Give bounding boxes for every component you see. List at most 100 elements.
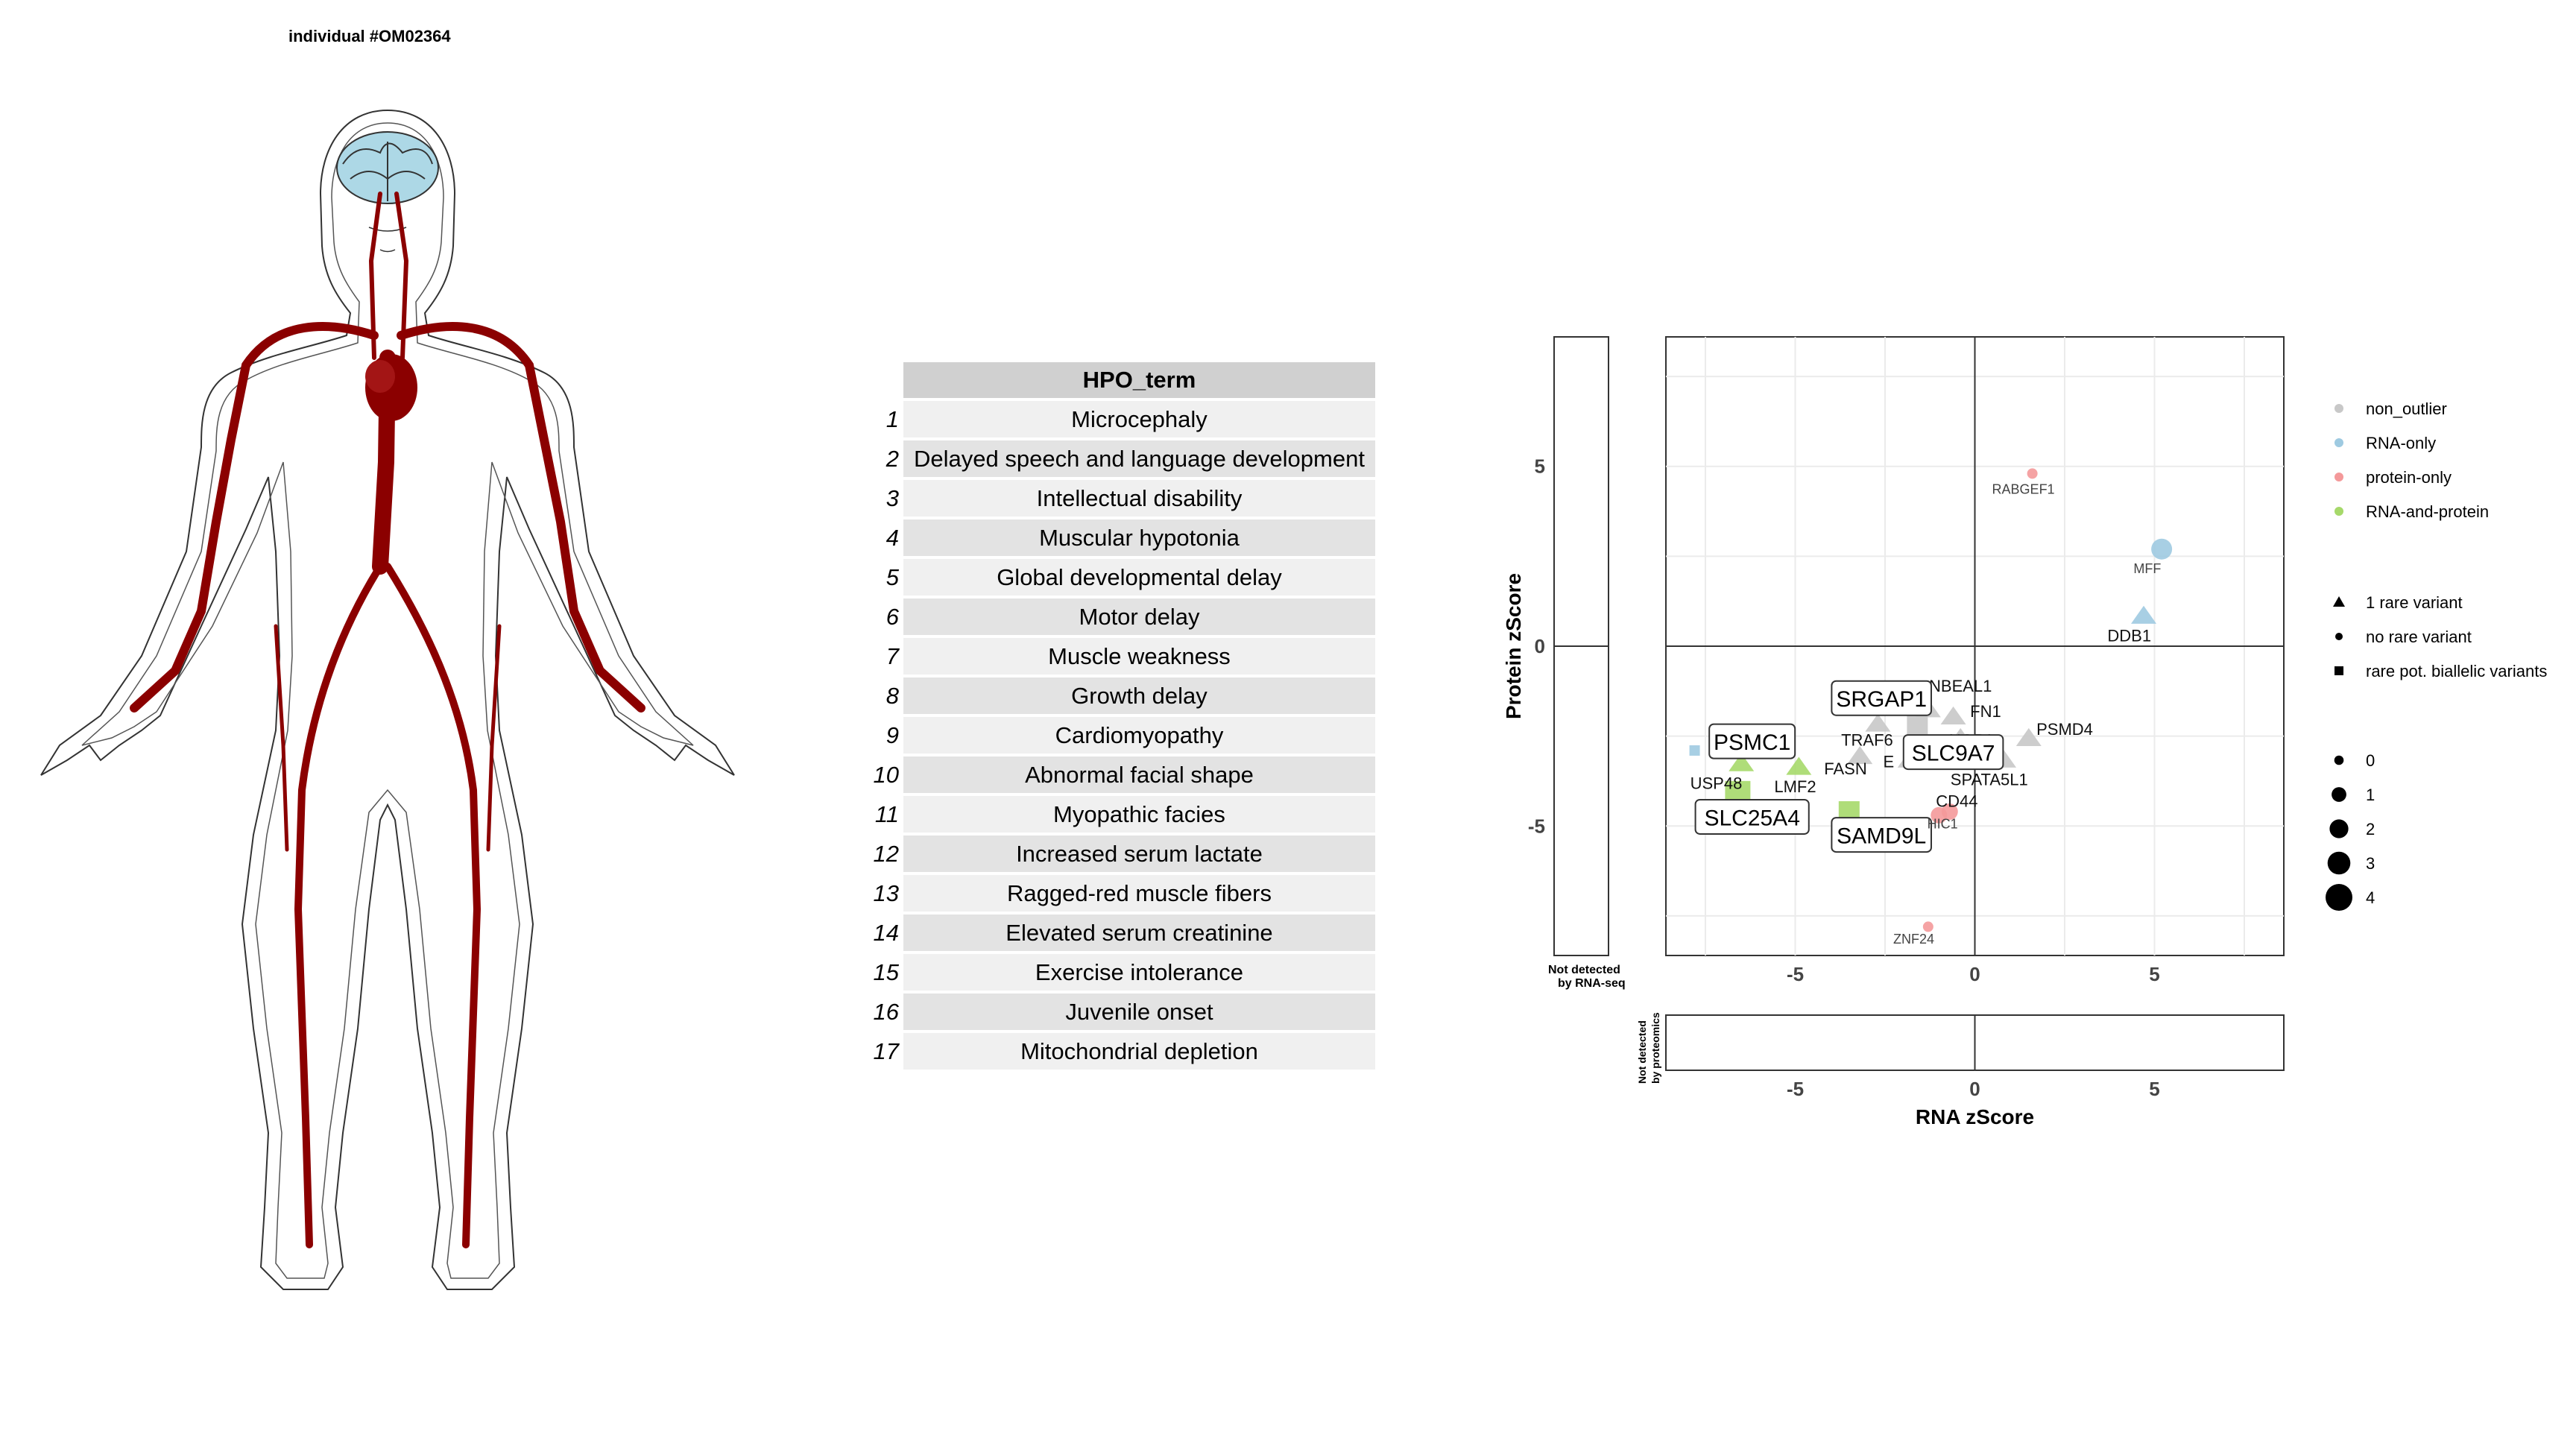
table-row: 15 Exercise intolerance bbox=[872, 954, 1375, 991]
row-number: 13 bbox=[872, 875, 903, 912]
hpo-term: Abnormal facial shape bbox=[903, 756, 1375, 793]
gene-label-spata5l1: SPATA5L1 bbox=[1951, 771, 2028, 789]
gene-label-usp48: USP48 bbox=[1690, 774, 1743, 792]
hpo-term: Ragged-red muscle fibers bbox=[903, 875, 1375, 912]
gene-label-lmf2: LMF2 bbox=[1774, 777, 1816, 796]
hpo-term: Microcephaly bbox=[903, 401, 1375, 437]
row-number: 1 bbox=[872, 401, 903, 437]
data-point-ddb1 bbox=[2131, 605, 2157, 624]
hpo-term: Juvenile onset bbox=[903, 994, 1375, 1030]
legend-category-label: non_outlier bbox=[2366, 399, 2447, 418]
hpo-term: Elevated serum creatinine bbox=[903, 914, 1375, 951]
data-point-srgap1 bbox=[1907, 715, 1928, 736]
legend-shape-circle bbox=[2335, 633, 2343, 640]
data-point-psmd4 bbox=[2015, 727, 2042, 746]
row-number: 8 bbox=[872, 677, 903, 714]
table-row: 11 Myopathic facies bbox=[872, 796, 1375, 833]
hpo-term: Mitochondrial depletion bbox=[903, 1033, 1375, 1070]
row-number: 4 bbox=[872, 519, 903, 556]
data-point-mff bbox=[2151, 538, 2173, 560]
hpo-term: Muscular hypotonia bbox=[903, 519, 1375, 556]
gene-label-rabgef1: RABGEF1 bbox=[1992, 482, 2055, 497]
bottom-panel-label: Not detected bbox=[1636, 1020, 1648, 1084]
hpo-term: Motor delay bbox=[903, 598, 1375, 635]
gene-label-psmc1: PSMC1 bbox=[1714, 730, 1790, 755]
gene-label-slc25a4: SLC25A4 bbox=[1704, 806, 1799, 830]
data-point-lmf2 bbox=[1786, 756, 1812, 775]
row-number: 14 bbox=[872, 914, 903, 951]
y-tick-label: 0 bbox=[1535, 635, 1545, 657]
hpo-term: Delayed speech and language development bbox=[903, 440, 1375, 477]
table-row: 9 Cardiomyopathy bbox=[872, 717, 1375, 754]
hpo-term: Intellectual disability bbox=[903, 480, 1375, 517]
y-axis-label: Protein zScore bbox=[1502, 573, 1525, 719]
legend-category-label: RNA-only bbox=[2366, 434, 2436, 452]
x-tick-label: 5 bbox=[2149, 963, 2159, 985]
x-tick-label: -5 bbox=[1787, 963, 1804, 985]
table-row: 13 Ragged-red muscle fibers bbox=[872, 875, 1375, 912]
x-tick-label: 0 bbox=[1969, 1078, 1980, 1100]
row-number: 10 bbox=[872, 756, 903, 793]
hpo-term: Increased serum lactate bbox=[903, 835, 1375, 872]
gene-label-srgap1: SRGAP1 bbox=[1836, 687, 1927, 712]
legend-size-label: 4 bbox=[2366, 888, 2375, 907]
data-point-hic1 bbox=[1931, 806, 1948, 824]
legend-size-label: 2 bbox=[2366, 820, 2375, 838]
x-tick-label: 0 bbox=[1969, 963, 1980, 985]
hpo-term-table: HPO_term 1 Microcephaly 2 Delayed speech an… bbox=[872, 359, 1375, 1073]
hpo-term: Muscle weakness bbox=[903, 638, 1375, 675]
row-number: 3 bbox=[872, 480, 903, 517]
hpo-term: Myopathic facies bbox=[903, 796, 1375, 833]
body-anatomy-illustration bbox=[40, 109, 735, 1290]
legend-size-dot bbox=[2329, 819, 2349, 838]
table-row: 16 Juvenile onset bbox=[872, 994, 1375, 1030]
x-tick-label: -5 bbox=[1787, 1078, 1804, 1100]
legend-color-swatch bbox=[2334, 438, 2343, 447]
hpo-term: Global developmental delay bbox=[903, 559, 1375, 596]
y-tick-label: -5 bbox=[1528, 815, 1545, 837]
table-row: 2 Delayed speech and language development bbox=[872, 440, 1375, 477]
legend-size-dot bbox=[2332, 787, 2346, 802]
row-number: 5 bbox=[872, 559, 903, 596]
gene-label-fasn: FASN bbox=[1824, 759, 1866, 778]
legend-size-dot bbox=[2326, 884, 2352, 911]
row-number: 6 bbox=[872, 598, 903, 635]
hpo-term-header: HPO_term bbox=[903, 362, 1375, 398]
row-number: 17 bbox=[872, 1033, 903, 1070]
row-number: 15 bbox=[872, 954, 903, 991]
legend-size-label: 3 bbox=[2366, 854, 2375, 873]
row-number-header bbox=[872, 362, 903, 398]
legend-size-label: 1 bbox=[2366, 786, 2375, 804]
legend-shape-label: 1 rare variant bbox=[2366, 593, 2463, 612]
row-number: 12 bbox=[872, 835, 903, 872]
table-row: 10 Abnormal facial shape bbox=[872, 756, 1375, 793]
side-panel-label: by RNA-seq bbox=[1558, 977, 1626, 990]
x-tick-label: 5 bbox=[2149, 1078, 2159, 1100]
heart-icon bbox=[365, 354, 417, 421]
legend-shape-square bbox=[2334, 666, 2343, 675]
table-row: 7 Muscle weakness bbox=[872, 638, 1375, 675]
legend-size-dot bbox=[2327, 851, 2351, 875]
gene-label-fn1: FN1 bbox=[1970, 702, 2001, 721]
hpo-term: Growth delay bbox=[903, 677, 1375, 714]
row-number: 16 bbox=[872, 994, 903, 1030]
legend-category-label: RNA-and-protein bbox=[2366, 502, 2489, 521]
gene-label-mff: MFF bbox=[2133, 561, 2161, 576]
figure-title: individual #OM02364 bbox=[288, 27, 451, 45]
gene-label-cd44: CD44 bbox=[1936, 792, 1977, 811]
table-row: 17 Mitochondrial depletion bbox=[872, 1033, 1375, 1070]
table-row: 14 Elevated serum creatinine bbox=[872, 914, 1375, 951]
gene-label-traf6: TRAF6 bbox=[1841, 730, 1893, 749]
legend-color-swatch bbox=[2334, 404, 2343, 413]
legend-color-swatch bbox=[2334, 473, 2343, 481]
data-point-znf24 bbox=[1922, 921, 1933, 932]
gene-label-box bbox=[1831, 680, 1932, 716]
y-tick-label: 5 bbox=[1535, 455, 1545, 478]
gene-label-samd9l: SAMD9L bbox=[1837, 824, 1926, 849]
gene-label-nbeal1: NBEAL1 bbox=[1929, 677, 1992, 695]
gene-label-slc9a7: SLC9A7 bbox=[1912, 742, 1995, 766]
legend-shape-triangle bbox=[2333, 596, 2345, 607]
table-row: 6 Motor delay bbox=[872, 598, 1375, 635]
gene-label-box bbox=[1831, 817, 1932, 853]
hpo-term: Exercise intolerance bbox=[903, 954, 1375, 991]
